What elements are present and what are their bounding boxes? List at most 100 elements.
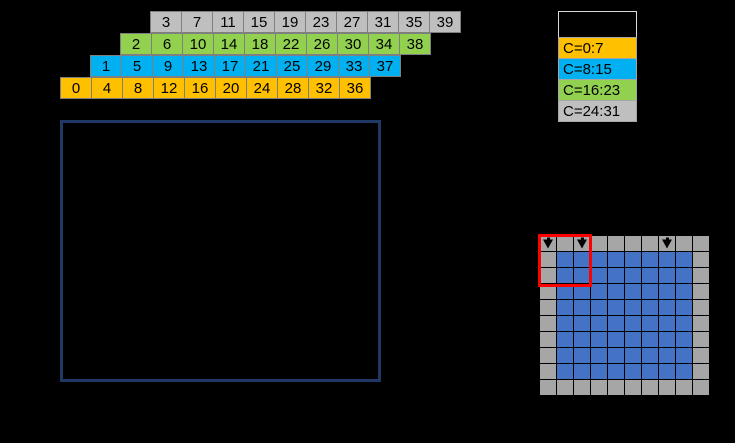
matrix-cell-interior [675, 315, 693, 332]
matrix-cell-interior [624, 363, 642, 380]
matrix-cell-halo [539, 379, 557, 396]
matrix-cell-interior [641, 347, 659, 364]
matrix-cell-interior [641, 363, 659, 380]
matrix-cell-interior [658, 363, 676, 380]
matrix-cell-halo [590, 379, 608, 396]
index-cell: 37 [369, 55, 401, 77]
index-cell: 2 [120, 33, 152, 55]
matrix-cell-interior [590, 299, 608, 316]
matrix-cell-halo [539, 315, 557, 332]
matrix-cell-halo [658, 379, 676, 396]
index-cell: 24 [246, 77, 278, 99]
matrix-cell-interior [590, 283, 608, 300]
matrix-row [539, 331, 710, 348]
matrix-cell-interior [624, 331, 642, 348]
index-cell: 14 [213, 33, 245, 55]
legend-row-empty [558, 11, 637, 38]
matrix-cell-halo [556, 235, 574, 252]
index-cell: 10 [182, 33, 214, 55]
matrix-cell-interior [607, 283, 625, 300]
matrix-cell-halo [556, 379, 574, 396]
matrix-cell-interior [658, 315, 676, 332]
index-cell: 35 [398, 11, 430, 33]
matrix-cell-halo [539, 331, 557, 348]
index-cell: 9 [152, 55, 184, 77]
matrix-cell-halo [675, 235, 693, 252]
index-cell: 32 [308, 77, 340, 99]
matrix-cell-interior [641, 299, 659, 316]
matrix-row [539, 347, 710, 364]
matrix-cell-interior [641, 251, 659, 268]
legend-row: C=24:31 [558, 100, 637, 122]
matrix-cell-halo [692, 363, 710, 380]
matrix-cell-interior [556, 347, 574, 364]
matrix-row [539, 267, 710, 284]
matrix-cell-halo [573, 379, 591, 396]
matrix-cell-halo [539, 299, 557, 316]
index-cell: 38 [399, 33, 431, 55]
matrix-row [539, 299, 710, 316]
matrix-cell-interior [675, 283, 693, 300]
matrix-cell-halo [539, 267, 557, 284]
matrix-cell-halo [692, 379, 710, 396]
matrix-cell-interior [556, 251, 574, 268]
index-cell: 12 [153, 77, 185, 99]
matrix-cell-interior [624, 283, 642, 300]
index-cell: 20 [215, 77, 247, 99]
matrix-cell-interior [675, 299, 693, 316]
matrix-cell-halo [539, 251, 557, 268]
matrix-cell-halo [692, 235, 710, 252]
matrix-cell-interior [556, 299, 574, 316]
matrix-cell-interior [658, 283, 676, 300]
matrix-cell-interior [658, 347, 676, 364]
matrix-cell-interior [607, 251, 625, 268]
legend-row: C=16:23 [558, 79, 637, 101]
matrix-cell-interior [675, 251, 693, 268]
matrix-cell-interior [624, 315, 642, 332]
matrix-cell-interior [675, 347, 693, 364]
matrix-cell-halo [692, 347, 710, 364]
matrix-cell-interior [624, 251, 642, 268]
matrix-row [539, 235, 710, 252]
matrix-cell-interior [573, 315, 591, 332]
matrix-cell-halo [692, 299, 710, 316]
index-cell: 15 [243, 11, 275, 33]
index-cell: 21 [245, 55, 277, 77]
legend-row: C=8:15 [558, 58, 637, 80]
matrix-cell-halo [692, 251, 710, 268]
index-cell: 28 [277, 77, 309, 99]
matrix-cell-interior [607, 315, 625, 332]
matrix-cell-interior [675, 267, 693, 284]
index-cell: 39 [429, 11, 461, 33]
index-cell: 34 [368, 33, 400, 55]
index-cell: 33 [338, 55, 370, 77]
index-cell: 27 [336, 11, 368, 33]
matrix-cell-interior [573, 283, 591, 300]
index-cell: 3 [150, 11, 182, 33]
matrix-row [539, 315, 710, 332]
matrix-cell-interior [641, 267, 659, 284]
index-cell: 30 [337, 33, 369, 55]
index-cell: 23 [305, 11, 337, 33]
matrix-cell-halo [607, 379, 625, 396]
matrix-cell-halo [607, 235, 625, 252]
navy-outline-box [60, 120, 381, 382]
matrix-cell-halo [573, 235, 591, 252]
color-legend: C=0:7 C=8:15 C=16:23 C=24:31 [558, 11, 637, 122]
legend-row: C=0:7 [558, 37, 637, 59]
matrix-row [539, 283, 710, 300]
matrix-cell-interior [658, 331, 676, 348]
matrix-row [539, 251, 710, 268]
matrix-cell-halo [624, 235, 642, 252]
matrix-cell-interior [624, 267, 642, 284]
matrix-cell-interior [675, 331, 693, 348]
matrix-cell-interior [658, 299, 676, 316]
matrix-cell-halo [692, 267, 710, 284]
index-cell: 17 [214, 55, 246, 77]
matrix-cell-halo [539, 283, 557, 300]
index-row-orange: 0 4 8 12 16 20 24 28 32 36 [60, 77, 371, 99]
matrix-cell-halo [624, 379, 642, 396]
matrix-cell-interior [641, 331, 659, 348]
index-cell: 1 [90, 55, 122, 77]
matrix-cell-interior [641, 315, 659, 332]
